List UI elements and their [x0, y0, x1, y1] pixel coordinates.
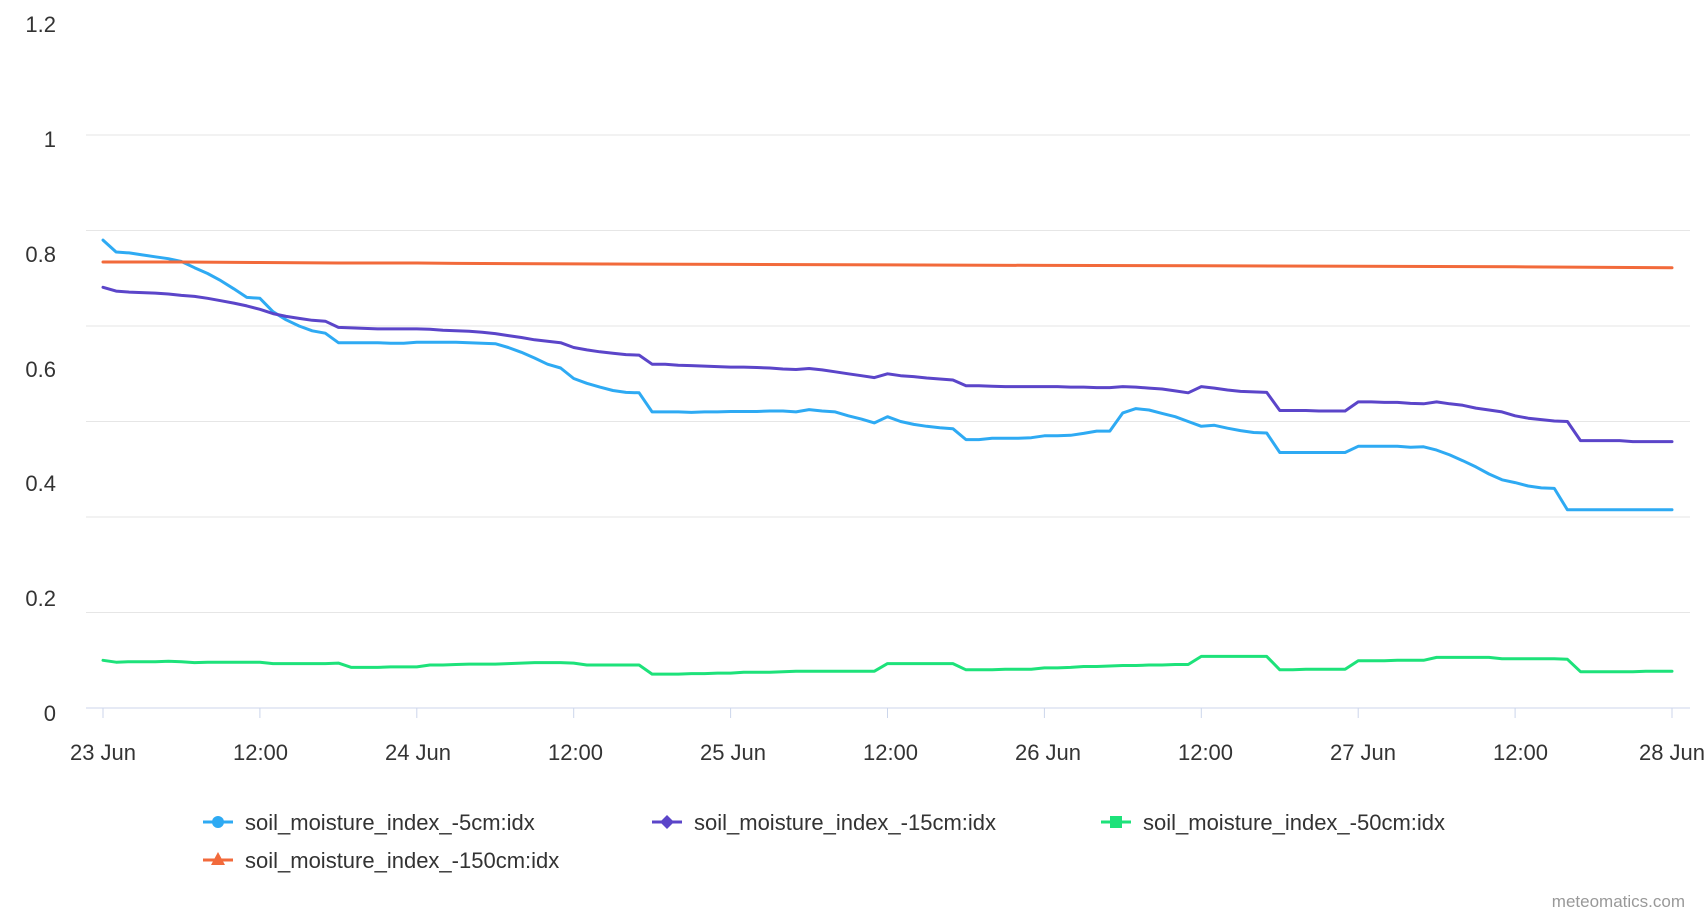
y-tick-label: 0.2 — [25, 586, 56, 611]
y-tick-label: 0.6 — [25, 357, 56, 382]
x-tick-label: 12:00 — [863, 740, 918, 765]
y-tick-label: 0.4 — [25, 471, 56, 496]
y-axis-labels: 0 0.2 0.4 0.6 0.8 1 1.2 — [25, 12, 56, 726]
y-tick-label: 1 — [44, 127, 56, 152]
legend-item-15cm[interactable]: soil_moisture_index_-15cm:idx — [652, 810, 996, 835]
x-tick-label: 28 Jun — [1639, 740, 1705, 765]
legend-item-150cm[interactable]: soil_moisture_index_-150cm:idx — [203, 848, 559, 873]
y-tick-label: 0.8 — [25, 242, 56, 267]
legend-label: soil_moisture_index_-5cm:idx — [245, 810, 535, 835]
x-tick-label: 26 Jun — [1015, 740, 1081, 765]
diamond-marker-icon — [660, 815, 674, 829]
legend-item-5cm[interactable]: soil_moisture_index_-5cm:idx — [203, 810, 535, 835]
x-tick-label: 12:00 — [1178, 740, 1233, 765]
credit-link[interactable]: meteomatics.com — [1552, 892, 1685, 911]
x-tick-label: 25 Jun — [700, 740, 766, 765]
triangle-marker-icon — [211, 852, 225, 865]
series-line-1[interactable] — [101, 285, 1674, 444]
x-axis-labels: 23 Jun 12:00 24 Jun 12:00 25 Jun 12:00 2… — [70, 740, 1705, 765]
legend-label: soil_moisture_index_-50cm:idx — [1143, 810, 1445, 835]
x-tick-label: 23 Jun — [70, 740, 136, 765]
legend-label: soil_moisture_index_-150cm:idx — [245, 848, 559, 873]
square-marker-icon — [1110, 816, 1122, 828]
y-tick-label: 1.2 — [25, 12, 56, 37]
series-line-0[interactable] — [101, 238, 1674, 512]
x-tick-label: 12:00 — [233, 740, 288, 765]
legend-label: soil_moisture_index_-15cm:idx — [694, 810, 996, 835]
x-tick-label: 12:00 — [548, 740, 603, 765]
legend-item-50cm[interactable]: soil_moisture_index_-50cm:idx — [1101, 810, 1445, 835]
series-line-3[interactable] — [101, 260, 1674, 270]
x-tick-label: 24 Jun — [385, 740, 451, 765]
grid — [86, 134, 1690, 718]
series-line-2[interactable] — [101, 654, 1674, 676]
series-lines — [101, 238, 1674, 676]
circle-marker-icon — [212, 816, 224, 828]
y-tick-label: 0 — [44, 701, 56, 726]
x-tick-label: 27 Jun — [1330, 740, 1396, 765]
x-tick-label: 12:00 — [1493, 740, 1548, 765]
legend: soil_moisture_index_-5cm:idx soil_moistu… — [203, 810, 1445, 873]
